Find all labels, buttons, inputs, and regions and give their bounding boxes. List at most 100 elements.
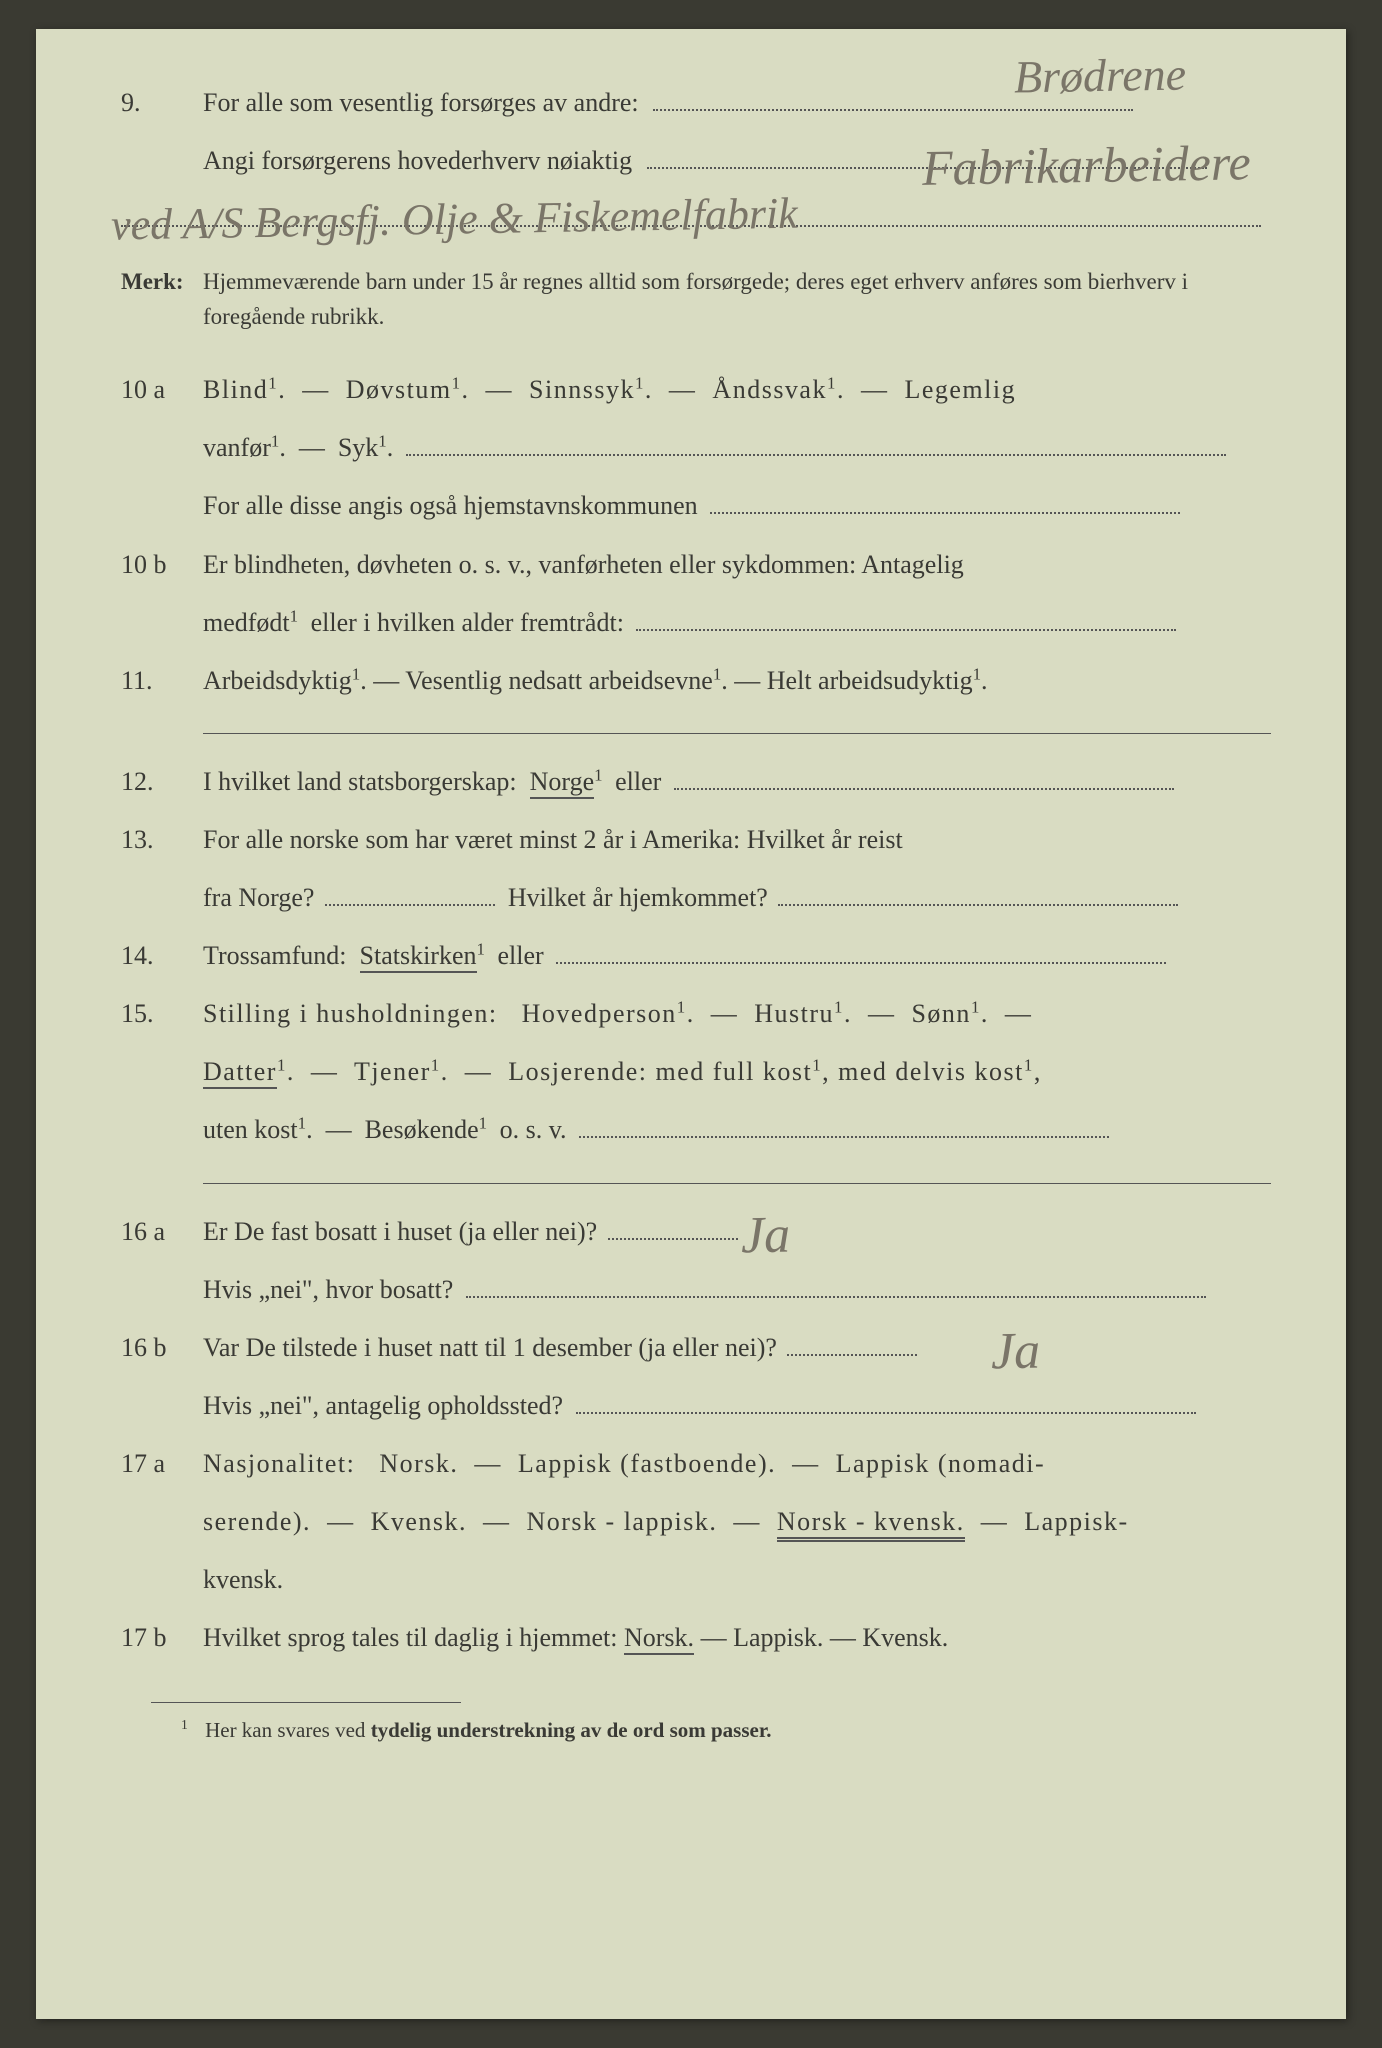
q15-s1: Hovedperson	[522, 999, 677, 1028]
q16a-number: 16 a	[121, 1208, 203, 1256]
q14-pre: Trossamfund:	[203, 941, 347, 970]
q13-line1: 13. For alle norske som har været minst …	[121, 816, 1271, 864]
q10b-line1: 10 b Er blindheten, døvheten o. s. v., v…	[121, 541, 1271, 589]
q10a-s4: Åndssvak	[712, 375, 827, 404]
q15-line2: Datter1. — Tjener1. — Losjerende: med fu…	[121, 1048, 1271, 1096]
divider-1	[203, 733, 1271, 734]
q9-blank1[interactable]	[653, 85, 1133, 111]
q16a-line1: 16 a Er De fast bosatt i huset (ja eller…	[121, 1208, 1271, 1256]
q17a-pre: Nasjonalitet:	[203, 1449, 355, 1478]
q17b-o1: Norsk.	[624, 1623, 694, 1655]
q15-s4: Datter	[203, 1057, 277, 1089]
q17a-o5: Norsk - lappisk.	[527, 1507, 718, 1536]
q15-line1: 15. Stilling i husholdningen: Hovedperso…	[121, 990, 1271, 1038]
q10b-l1: Er blindheten, døvheten o. s. v., vanfør…	[203, 541, 1271, 589]
q15-s5: Tjener	[354, 1057, 431, 1086]
q14-number: 14.	[121, 932, 203, 980]
q11-s2: Vesentlig nedsatt arbeidsevne	[405, 666, 713, 695]
q17a-line2: serende). — Kvensk. — Norsk - lappisk. —…	[121, 1498, 1271, 1546]
q11-number: 11.	[121, 657, 203, 705]
q13-blank2[interactable]	[778, 880, 1178, 906]
q17a-o1: Norsk.	[379, 1449, 458, 1478]
q10a-l3: For alle disse angis også hjemstavnskomm…	[203, 491, 698, 520]
q15-line3: uten kost1. — Besøkende1 o. s. v.	[121, 1106, 1271, 1154]
q17a-o3b: serende).	[203, 1507, 311, 1536]
q17a-number: 17 a	[121, 1440, 203, 1488]
divider-2	[203, 1183, 1271, 1184]
q15-blank[interactable]	[579, 1112, 1109, 1138]
q9-line3: ved A/S Bergsfj. Olje & Fiskemelfabrik	[121, 195, 1271, 243]
q10a-blank2[interactable]	[710, 488, 1180, 514]
q17b-pre: Hvilket sprog tales til daglig i hjemmet…	[203, 1623, 618, 1652]
q16a-blank2[interactable]	[466, 1272, 1206, 1298]
q9-text1: For alle som vesentlig forsørges av andr…	[203, 88, 639, 117]
q11-s1: Arbeidsdyktig	[203, 666, 352, 695]
q16b-blank1[interactable]	[787, 1330, 917, 1356]
footnote-pre: Her kan svares ved	[205, 1718, 371, 1742]
q17b-o2: Lappisk.	[733, 1623, 823, 1652]
q16b-line2: Hvis „nei", antagelig opholdssted?	[121, 1382, 1271, 1430]
q17a-o7: Lappisk-	[1024, 1507, 1128, 1536]
q11-s3: Helt arbeidsudyktig	[767, 666, 973, 695]
q15-pre: Stilling i husholdningen:	[203, 999, 498, 1028]
q16b-l2: Hvis „nei", antagelig opholdssted?	[203, 1391, 563, 1420]
q16b-line1: 16 b Var De tilstede i huset natt til 1 …	[121, 1324, 1271, 1372]
q17a-o2: Lappisk (fastboende).	[518, 1449, 776, 1478]
q13-l2b: Hvilket år hjemkommet?	[508, 883, 768, 912]
q12-post: eller	[615, 767, 661, 796]
q16b-blank2[interactable]	[576, 1388, 1196, 1414]
footnote-marker: 1	[181, 1717, 188, 1732]
q10a-s1: Blind	[203, 375, 268, 404]
q9-text2: Angi forsørgerens hovederhverv nøiaktig	[203, 146, 632, 175]
q12-blank[interactable]	[674, 764, 1174, 790]
q10a-line2: vanfør1. — Syk1.	[121, 424, 1271, 472]
q17a-o4: Kvensk.	[371, 1507, 467, 1536]
q14-blank[interactable]	[556, 938, 1166, 964]
census-form-page: Brødrene 9. For alle som vesentlig forsø…	[36, 29, 1346, 2019]
q17b: 17 b Hvilket sprog tales til daglig i hj…	[121, 1614, 1271, 1662]
q15-l3a: uten kost	[203, 1115, 298, 1144]
q10a-s2: Døvstum	[346, 375, 452, 404]
q16b-number: 16 b	[121, 1324, 203, 1372]
q10a-s3: Sinnssyk	[529, 375, 635, 404]
q15-l3c: o. s. v.	[500, 1115, 567, 1144]
q13-l1: For alle norske som har været minst 2 år…	[203, 816, 1271, 864]
footnote: 1 Her kan svares ved tydelig understrekn…	[181, 1717, 1271, 1743]
q10b-line2: medfødt1 eller i hvilken alder fremtrådt…	[121, 599, 1271, 647]
q16a-line2: Hvis „nei", hvor bosatt?	[121, 1266, 1271, 1314]
q15-mid: Losjerende: med full kost	[508, 1057, 812, 1086]
q15-l3b: Besøkende	[365, 1115, 479, 1144]
q12: 12. I hvilket land statsborgerskap: Norg…	[121, 758, 1271, 806]
q16a-blank1[interactable]	[608, 1214, 738, 1240]
q10a-l2a: vanfør	[203, 433, 271, 462]
q15-mid2: med delvis kost	[838, 1057, 1024, 1086]
merk-label: Merk:	[121, 265, 203, 300]
q13-line2: fra Norge? Hvilket år hjemkommet?	[121, 874, 1271, 922]
q13-number: 13.	[121, 816, 203, 864]
q15-s3: Sønn	[911, 999, 970, 1028]
q10b-number: 10 b	[121, 541, 203, 589]
q13-blank1[interactable]	[325, 880, 495, 906]
q10b-blank[interactable]	[636, 605, 1176, 631]
q10a-s5: Legemlig	[904, 375, 1016, 404]
q15-s2: Hustru	[754, 999, 834, 1028]
q10a-l2b: Syk	[338, 433, 378, 462]
q17a-o6: Norsk - kvensk.	[777, 1507, 965, 1539]
q14-post: eller	[497, 941, 543, 970]
q17a-o3: Lappisk (nomadi-	[836, 1449, 1046, 1478]
q10b-l2b: eller i hvilken alder fremtrådt:	[311, 608, 624, 637]
q17b-o3: Kvensk.	[862, 1623, 948, 1652]
merk-note: Merk: Hjemmeværende barn under 15 år reg…	[121, 265, 1271, 334]
q10a-line1: 10 a Blind1. — Døvstum1. — Sinnssyk1. — …	[121, 366, 1271, 414]
q17a-line3: kvensk.	[121, 1556, 1271, 1604]
q9-number: 9.	[121, 79, 203, 127]
q10a-blank[interactable]	[406, 430, 1226, 456]
q10b-l2a: medfødt	[203, 608, 290, 637]
footnote-rule	[151, 1702, 461, 1703]
q11: 11. Arbeidsdyktig1. — Vesentlig nedsatt …	[121, 657, 1271, 705]
q17a-line1: 17 a Nasjonalitet: Norsk. — Lappisk (fas…	[121, 1440, 1271, 1488]
q10a-line3: For alle disse angis også hjemstavnskomm…	[121, 482, 1271, 530]
q12-opt: Norge	[530, 767, 595, 799]
q13-l2a: fra Norge?	[203, 883, 314, 912]
q16a-l2: Hvis „nei", hvor bosatt?	[203, 1275, 453, 1304]
